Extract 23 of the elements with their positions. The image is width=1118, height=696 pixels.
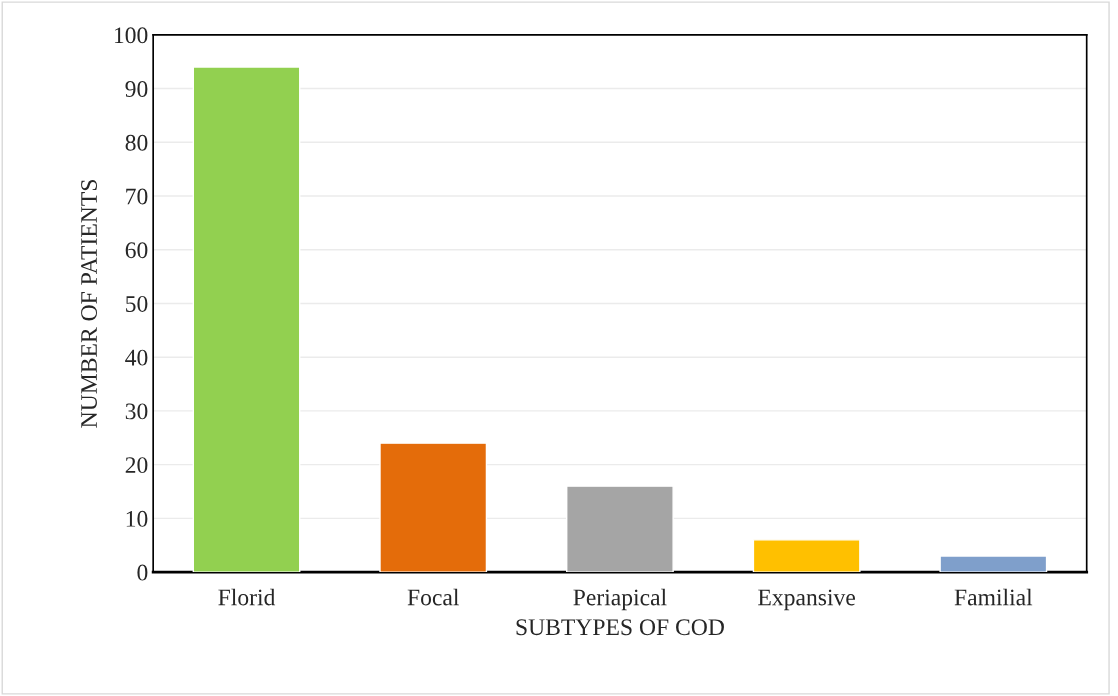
y-tick-label: 40 bbox=[125, 349, 148, 366]
y-tick-label: 10 bbox=[126, 510, 148, 527]
y-tick-label: 70 bbox=[126, 188, 148, 205]
x-tick-label: Focal bbox=[407, 588, 459, 606]
y-tick-label: 90 bbox=[125, 81, 148, 97]
bar bbox=[752, 539, 861, 573]
x-axis-title: SUBTYPES OF COD bbox=[516, 619, 724, 636]
y-tick-label: 60 bbox=[125, 242, 148, 259]
x-tick-label: Familial bbox=[954, 588, 1033, 606]
bar bbox=[379, 442, 488, 573]
x-tick-label: Periapical bbox=[573, 588, 667, 611]
x-tick-label: Florid bbox=[218, 588, 276, 606]
y-tick-label: 0 bbox=[137, 564, 148, 581]
x-tick-label: Expansive bbox=[758, 589, 855, 611]
bar bbox=[192, 66, 301, 573]
bar bbox=[939, 555, 1048, 573]
bar bbox=[566, 485, 674, 573]
y-tick-label: 50 bbox=[126, 295, 148, 312]
y-tick-label: 30 bbox=[125, 403, 148, 420]
y-tick-label: 100 bbox=[114, 27, 148, 44]
y-axis-title: NUMBER OF PATIENTS bbox=[81, 180, 97, 428]
y-tick-label: 80 bbox=[125, 134, 148, 151]
y-tick-label: 20 bbox=[125, 457, 148, 474]
